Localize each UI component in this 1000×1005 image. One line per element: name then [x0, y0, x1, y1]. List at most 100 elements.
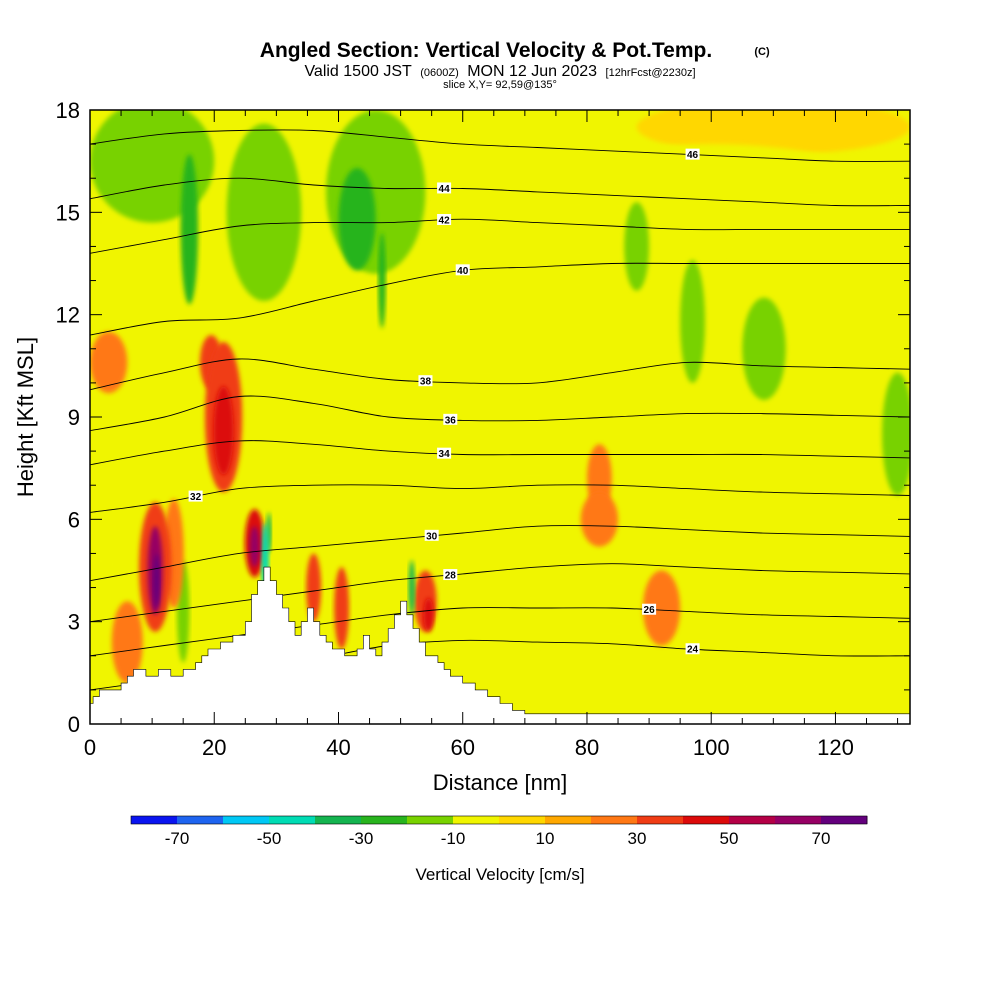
contour-label-box: [685, 643, 700, 655]
colorbar-tick-label: -70: [165, 829, 190, 848]
contour-label-text: 28: [445, 571, 457, 582]
colorbar-tick-label: 70: [812, 829, 831, 848]
potential-temperature-contours: [90, 129, 910, 691]
contour-theta-44: [90, 177, 910, 207]
velocity-cell: [267, 444, 311, 527]
contour-theta-32: [90, 484, 910, 513]
colorbar-tick-label: -30: [349, 829, 374, 848]
contour-label-text: 32: [190, 492, 202, 503]
velocity-cell: [90, 331, 128, 394]
contour-label-40: 40: [455, 264, 470, 277]
contour-label-text: 38: [420, 377, 432, 388]
colorbar-swatch: [269, 816, 316, 824]
velocity-cell: [636, 110, 910, 155]
velocity-cell: [882, 372, 910, 496]
x-axis: 0 20 40 60 80 100 120: [84, 110, 899, 760]
velocity-cell: [462, 464, 898, 561]
velocity-cell: [437, 519, 488, 656]
contour-label-26: 26: [642, 603, 657, 616]
x-tick-label: 60: [450, 735, 474, 760]
contour-theta-42: [90, 218, 910, 254]
velocity-cell: [742, 297, 786, 400]
velocity-cell: [524, 144, 898, 254]
contour-label-text: 34: [439, 449, 451, 460]
colorbar-swatch: [683, 816, 730, 824]
colorbar-tick-label: 30: [628, 829, 647, 848]
terrain: [89, 566, 911, 725]
contour-label-28: 28: [443, 569, 458, 582]
colorbar-swatch: [729, 816, 776, 824]
velocity-cell: [586, 546, 898, 643]
contour-label-text: 44: [439, 184, 451, 195]
colorbar-swatch: [591, 816, 638, 824]
colorbar-swatch: [131, 816, 178, 824]
contour-label-text: 26: [644, 605, 656, 616]
velocity-cell: [326, 110, 426, 274]
velocity-cell: [249, 526, 260, 568]
colorbar-swatch: [775, 816, 822, 824]
colorbar-tick-label: -10: [441, 829, 466, 848]
contour-theta-38: [90, 358, 910, 391]
contour-label-box: [437, 214, 452, 226]
y-axis-label: Height [Kft MSL]: [13, 337, 38, 497]
x-axis-label: Distance [nm]: [433, 770, 568, 795]
contour-theta-28: [90, 563, 910, 623]
colorbar: -70 -50 -30 -10 10 30 50 70: [130, 815, 868, 848]
utc-time: (0600Z): [420, 67, 459, 79]
contour-label-36: 36: [443, 413, 458, 426]
colorbar-tick-label: -50: [257, 829, 282, 848]
contour-theta-36: [90, 395, 910, 432]
terrain-layer: [89, 566, 911, 725]
contour-label-box: [437, 182, 452, 194]
colorbar-swatch: [499, 816, 546, 824]
contour-label-box: [685, 148, 700, 160]
contour-label-24: 24: [685, 643, 700, 656]
forecast-info: [12hrFcst@2230z]: [606, 67, 696, 79]
colorbar-swatch: [223, 816, 270, 824]
velocity-cell: [462, 110, 587, 281]
x-tick-label: 20: [202, 735, 226, 760]
contour-label-text: 30: [426, 531, 438, 542]
contour-label-text: 36: [445, 415, 457, 426]
contour-label-text: 46: [687, 150, 699, 161]
velocity-cell: [408, 560, 415, 615]
colorbar-swatch: [315, 816, 362, 824]
velocity-cell: [180, 154, 199, 305]
colorbar-swatch: [407, 816, 454, 824]
velocity-cell: [624, 202, 650, 291]
velocity-cell: [306, 553, 322, 622]
contour-label-46: 46: [685, 148, 700, 161]
velocity-cell: [111, 601, 143, 684]
contour-label-32: 32: [188, 490, 203, 503]
velocity-cell: [580, 492, 619, 547]
contour-label-text: 24: [687, 645, 699, 656]
velocity-cell: [338, 167, 376, 271]
contour-theta-26: [90, 607, 910, 657]
velocity-cell: [736, 648, 910, 711]
colorbar-label: Vertical Velocity [cm/s]: [415, 865, 584, 884]
colorbar-swatch: [177, 816, 224, 824]
y-tick-label: 0: [68, 712, 80, 737]
velocity-cell: [423, 597, 434, 632]
y-tick-label: 6: [68, 507, 80, 532]
chart-title: Angled Section: Vertical Velocity & Pot.…: [260, 39, 712, 62]
contour-theta-30: [90, 525, 910, 582]
colorbar-swatch: [545, 816, 592, 824]
contour-label-box: [443, 413, 458, 425]
valid-date: MON 12 Jun 2023: [467, 63, 597, 80]
velocity-cell: [537, 638, 637, 707]
x-tick-label: 100: [693, 735, 730, 760]
y-tick-label: 9: [68, 405, 80, 430]
slice-label: slice X,Y= 92,59@135°: [443, 79, 557, 91]
contour-labels: 24 26 28 30 32 34 36 38 40 42 44 46: [188, 148, 700, 656]
contour-label-42: 42: [437, 214, 452, 227]
contour-theta-40: [90, 262, 910, 336]
contour-label-box: [455, 264, 470, 276]
valid-time: Valid 1500 JST: [304, 63, 412, 80]
x-tick-label: 120: [817, 735, 854, 760]
y-tick-label: 3: [68, 610, 80, 635]
contour-label-box: [424, 529, 439, 541]
